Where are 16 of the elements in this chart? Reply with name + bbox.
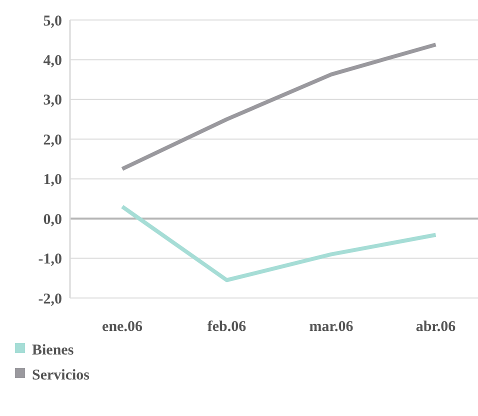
line-series	[120, 204, 438, 282]
y-tick-label: 0,0	[43, 212, 62, 228]
line-series	[120, 42, 438, 171]
y-tick-label: 2,0	[43, 132, 62, 148]
y-tick-label: 1,0	[43, 172, 62, 188]
x-tick-label: abr.06	[416, 319, 456, 335]
y-tick-label: -1,0	[38, 252, 62, 268]
y-tick-label: 3,0	[43, 92, 62, 109]
x-tick-label: mar.06	[309, 319, 354, 335]
legend-label: Bienes	[32, 342, 74, 358]
x-tick-label: ene.06	[102, 319, 143, 335]
x-tick-label: feb.06	[207, 319, 247, 335]
y-tick-label: 5,0	[43, 13, 62, 30]
legend-label: Servicios	[32, 367, 90, 384]
y-tick-label: 4,0	[43, 52, 62, 69]
y-tick-label: -2,0	[38, 291, 62, 308]
